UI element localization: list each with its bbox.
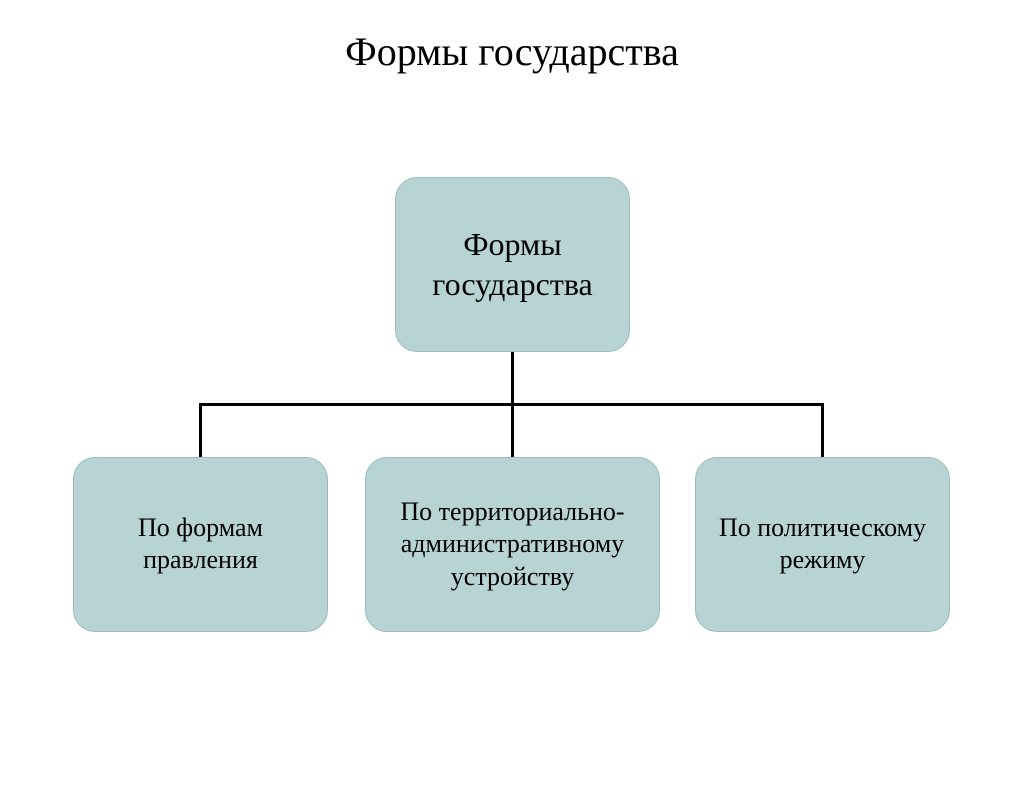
node-root: Формыгосударства	[395, 177, 630, 352]
org-chart-diagram: Формыгосударства По формам правления По те…	[0, 102, 1024, 742]
node-label: По территориально-административному устр…	[374, 496, 651, 594]
node-c3: По политическому режиму	[695, 457, 950, 632]
node-label: По формам правления	[82, 512, 319, 577]
node-c2: По территориально-административному устр…	[365, 457, 660, 632]
node-label: По политическому режиму	[704, 512, 941, 577]
node-label: Формыгосударства	[432, 224, 592, 304]
node-c1: По формам правления	[73, 457, 328, 632]
page-title: Формы государства	[0, 28, 1024, 75]
